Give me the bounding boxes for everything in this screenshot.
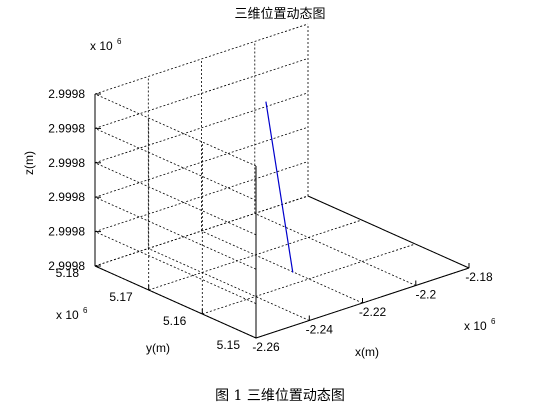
right-wall-gridline (94, 23, 309, 95)
x-tick-label: -2.26 (252, 340, 280, 354)
floor-gridline (254, 213, 416, 286)
y-exponent-base: x 10 (56, 308, 79, 322)
z-exponent-base: x 10 (90, 39, 113, 53)
z-tick-label: 2.9998 (48, 190, 85, 204)
y-tick-label: 5.17 (109, 290, 133, 304)
chart-title: 三维位置动态图 (234, 7, 325, 22)
plot-area (265, 101, 294, 273)
x-tick-label: -2.2 (415, 288, 436, 302)
x-exponent-base: x 10 (464, 319, 487, 333)
y-tick-label: 5.15 (217, 338, 241, 352)
y-tick-label: 5.16 (163, 314, 187, 328)
figure-caption: 图 1 三维位置动态图 (215, 388, 345, 404)
x-tick-label: -2.22 (359, 305, 387, 319)
x-tick-label: -2.24 (306, 323, 334, 337)
x-axis-label: x(m) (355, 345, 379, 359)
floor-gridline (148, 219, 362, 291)
z-tick-label: 2.9998 (48, 121, 85, 135)
x-exponent-label: x 10 6 (464, 317, 496, 333)
right-wall-gridline (94, 161, 309, 232)
z-tick-label: 2.9998 (48, 87, 85, 101)
floor-gridline (202, 243, 416, 315)
y-axis-label: y(m) (146, 341, 170, 355)
tick-labels: 2.9998 2.9998 2.9998 2.9998 2.9998 2.9998 -2.2… (48, 87, 493, 354)
z-tick-label: 2.9998 (48, 259, 85, 273)
left-wall-gridline (94, 128, 257, 201)
left-wall-gridline (94, 231, 257, 304)
x-tick-label: -2.18 (465, 270, 493, 284)
right-wall-gridline (94, 195, 309, 267)
y-exponent-power: 6 (83, 306, 88, 315)
left-wall-gridline (94, 196, 257, 270)
z-exponent-label: x 10 6 (90, 37, 122, 53)
left-wall-gridline (94, 93, 257, 167)
grid (94, 23, 470, 339)
floor-gridline (201, 230, 363, 304)
y-exponent-label: x 10 6 (56, 306, 88, 322)
y-tick-label: 5.18 (56, 266, 80, 280)
z-tick-label: 2.9998 (48, 225, 85, 239)
y-axis-line (94, 265, 257, 339)
right-wall-gridline (94, 92, 309, 164)
z-tick-label: 2.9998 (48, 156, 85, 170)
right-wall-gridline (94, 126, 309, 198)
z-axis-label: z(m) (22, 151, 36, 175)
left-wall-gridline (94, 162, 257, 236)
floor-gridline (148, 248, 310, 321)
x-exponent-power: 6 (491, 317, 496, 326)
z-exponent-power: 6 (117, 37, 122, 46)
right-wall-gridline (94, 58, 309, 129)
floor-edge-line (307, 195, 470, 269)
trajectory-line (265, 101, 294, 273)
